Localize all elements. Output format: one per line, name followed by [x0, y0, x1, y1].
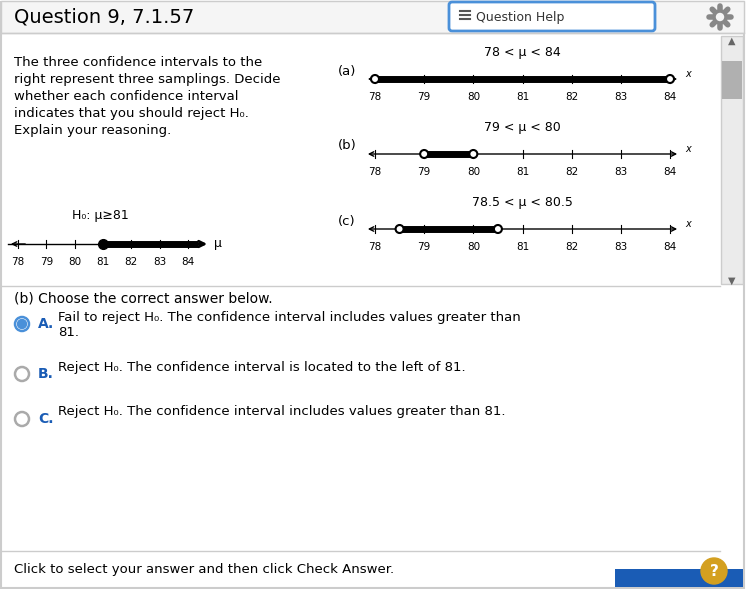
Text: 78: 78 — [369, 242, 382, 252]
Text: 79: 79 — [418, 167, 430, 177]
Text: x: x — [685, 144, 691, 154]
Text: 84: 84 — [663, 242, 677, 252]
Text: ▲: ▲ — [728, 36, 736, 46]
Text: ▼: ▼ — [728, 276, 736, 286]
Text: 80: 80 — [467, 167, 480, 177]
Text: 81: 81 — [96, 257, 110, 267]
Text: 83: 83 — [153, 257, 166, 267]
Text: Question 9, 7.1.57: Question 9, 7.1.57 — [14, 8, 194, 27]
FancyBboxPatch shape — [449, 2, 655, 31]
Text: 82: 82 — [565, 92, 578, 102]
Circle shape — [716, 14, 724, 21]
Circle shape — [395, 225, 404, 233]
Text: 81: 81 — [516, 242, 529, 252]
Text: 83: 83 — [614, 92, 627, 102]
Text: Reject H₀. The confidence interval includes values greater than 81.: Reject H₀. The confidence interval inclu… — [58, 405, 506, 419]
Text: A.: A. — [38, 317, 54, 331]
Text: (a): (a) — [338, 65, 357, 78]
Text: 82: 82 — [565, 242, 578, 252]
Text: The three confidence intervals to the: The three confidence intervals to the — [14, 56, 263, 69]
Circle shape — [371, 75, 379, 83]
Text: 84: 84 — [181, 257, 195, 267]
Circle shape — [701, 558, 727, 584]
Text: 82: 82 — [565, 167, 578, 177]
Text: 79: 79 — [418, 92, 430, 102]
Circle shape — [713, 10, 727, 24]
Text: 78: 78 — [369, 92, 382, 102]
Text: Click to select your answer and then click Check Answer.: Click to select your answer and then cli… — [14, 562, 394, 575]
Text: 82: 82 — [125, 257, 138, 267]
Text: 79 < μ < 80: 79 < μ < 80 — [484, 121, 561, 134]
Text: ?: ? — [709, 564, 718, 578]
Text: whether each confidence interval: whether each confidence interval — [14, 90, 239, 103]
FancyBboxPatch shape — [615, 569, 743, 587]
Circle shape — [15, 412, 29, 426]
Circle shape — [494, 225, 502, 233]
Text: 83: 83 — [614, 167, 627, 177]
Text: 83: 83 — [614, 242, 627, 252]
Text: 80: 80 — [467, 92, 480, 102]
Circle shape — [15, 317, 29, 331]
Circle shape — [666, 75, 674, 83]
Text: 80: 80 — [467, 242, 480, 252]
Text: 78.5 < μ < 80.5: 78.5 < μ < 80.5 — [472, 196, 573, 209]
Text: 81: 81 — [516, 167, 529, 177]
Circle shape — [469, 150, 477, 158]
Text: H₀: μ≥81: H₀: μ≥81 — [72, 209, 128, 222]
FancyBboxPatch shape — [1, 1, 744, 33]
Text: (b): (b) — [338, 140, 357, 153]
Text: 81: 81 — [516, 92, 529, 102]
Text: 78 < μ < 84: 78 < μ < 84 — [484, 46, 561, 59]
Text: 79: 79 — [40, 257, 53, 267]
Circle shape — [15, 367, 29, 381]
Text: 78: 78 — [11, 257, 25, 267]
Text: Reject H₀. The confidence interval is located to the left of 81.: Reject H₀. The confidence interval is lo… — [58, 360, 466, 373]
Text: Fail to reject H₀. The confidence interval includes values greater than: Fail to reject H₀. The confidence interv… — [58, 310, 521, 323]
Text: 84: 84 — [663, 167, 677, 177]
Circle shape — [17, 319, 27, 329]
Text: 84: 84 — [663, 92, 677, 102]
Text: Explain your reasoning.: Explain your reasoning. — [14, 124, 172, 137]
Text: 78: 78 — [369, 167, 382, 177]
FancyBboxPatch shape — [722, 61, 742, 99]
Text: B.: B. — [38, 367, 54, 381]
Text: Question Help: Question Help — [476, 11, 565, 24]
Text: 79: 79 — [418, 242, 430, 252]
FancyBboxPatch shape — [721, 36, 743, 284]
Text: C.: C. — [38, 412, 54, 426]
Text: x: x — [685, 69, 691, 79]
Text: μ: μ — [214, 237, 222, 250]
Text: (c): (c) — [338, 214, 356, 227]
Text: indicates that you should reject H₀.: indicates that you should reject H₀. — [14, 107, 249, 120]
Text: (b) Choose the correct answer below.: (b) Choose the correct answer below. — [14, 291, 272, 305]
Circle shape — [420, 150, 428, 158]
Text: right represent three samplings. Decide: right represent three samplings. Decide — [14, 73, 280, 86]
Text: 81.: 81. — [58, 326, 79, 339]
Text: x: x — [685, 219, 691, 229]
Text: 80: 80 — [68, 257, 81, 267]
